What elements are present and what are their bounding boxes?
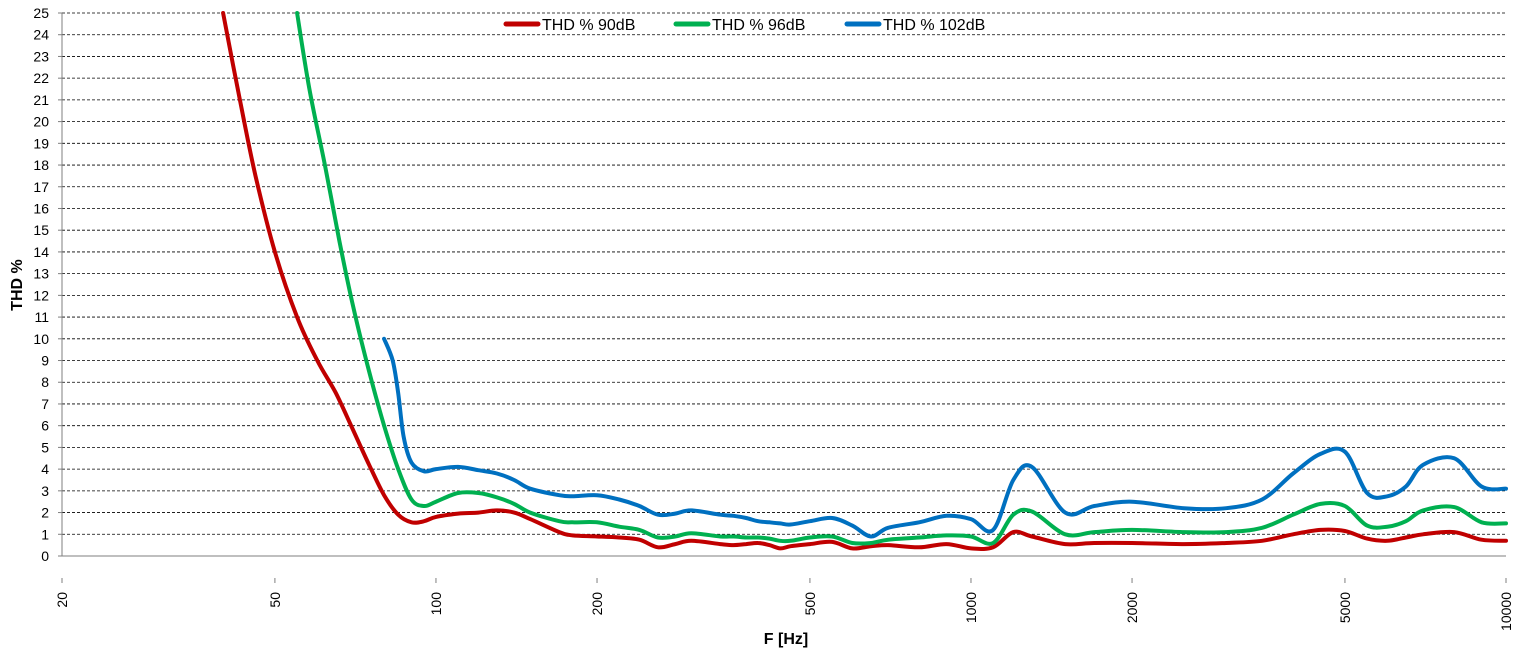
y-tick-label: 1: [41, 526, 49, 542]
y-tick-label: 0: [41, 548, 49, 564]
x-tick-label: 100: [428, 592, 444, 616]
x-tick-label: 2000: [1124, 592, 1140, 623]
y-tick-label: 14: [33, 244, 49, 260]
y-tick-label: 12: [33, 287, 49, 303]
y-axis: 0123456789101112131415161718192021222324…: [33, 5, 63, 564]
y-tick-label: 2: [41, 505, 49, 521]
y-tick-label: 9: [41, 353, 49, 369]
series-line-1: [221, 11, 1508, 552]
legend-label-1: THD % 90dB: [542, 17, 635, 34]
x-tick-label: 50: [267, 592, 283, 608]
legend-label-2: THD % 96dB: [712, 17, 805, 34]
x-axis-title: F [Hz]: [764, 631, 808, 648]
y-tick-label: 23: [33, 48, 49, 64]
y-tick-label: 16: [33, 200, 49, 216]
y-tick-label: 6: [41, 418, 49, 434]
y-tick-label: 7: [41, 396, 49, 412]
y-tick-label: 20: [33, 114, 49, 130]
y-tick-label: 19: [33, 135, 49, 151]
series-line-2: [295, 11, 1508, 546]
y-tick-label: 11: [34, 309, 49, 325]
series-lines: [221, 11, 1508, 552]
x-axis: 20 50 100 200 500 1000 2000 5000 10000: [54, 555, 1514, 631]
y-tick-label: 24: [33, 27, 49, 43]
x-tick-label: 1000: [963, 592, 979, 623]
grid-lines: [62, 12, 1506, 535]
legend: THD % 90dB THD % 96dB THD % 102dB: [503, 17, 985, 34]
y-tick-label: 18: [33, 157, 49, 173]
y-tick-label: 5: [41, 439, 49, 455]
x-tick-label: 200: [589, 592, 605, 616]
x-tick-label: 20: [54, 592, 70, 608]
y-tick-label: 3: [41, 483, 49, 499]
x-tick-label: 10000: [1498, 592, 1514, 631]
y-tick-label: 25: [33, 5, 49, 21]
series-line-3: [382, 336, 1508, 539]
y-tick-label: 4: [41, 461, 49, 477]
x-tick-label: 500: [802, 592, 818, 616]
y-tick-label: 21: [33, 92, 49, 108]
y-tick-label: 13: [33, 266, 49, 282]
legend-label-3: THD % 102dB: [883, 17, 985, 34]
y-tick-label: 10: [33, 331, 49, 347]
x-tick-label: 5000: [1337, 592, 1353, 623]
y-tick-label: 22: [33, 70, 49, 86]
y-axis-title: THD %: [9, 259, 26, 311]
y-tick-label: 17: [33, 179, 49, 195]
y-tick-label: 15: [33, 222, 49, 238]
y-tick-label: 8: [41, 374, 49, 390]
